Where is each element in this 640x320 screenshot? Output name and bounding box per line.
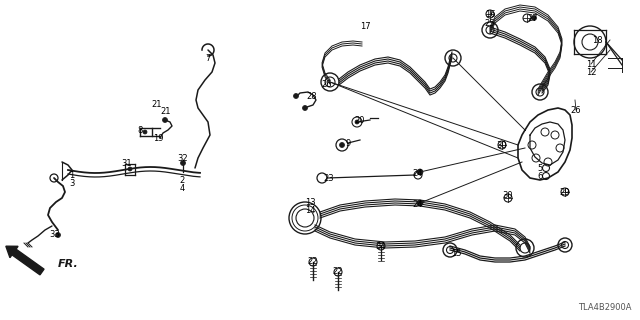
- Text: 30: 30: [497, 140, 508, 149]
- Text: 11: 11: [586, 60, 596, 68]
- Text: 4: 4: [179, 183, 184, 193]
- Text: 24: 24: [413, 169, 423, 178]
- Text: 7: 7: [205, 53, 211, 62]
- Circle shape: [303, 106, 307, 110]
- Circle shape: [163, 117, 168, 123]
- Text: 32: 32: [178, 154, 188, 163]
- Text: 33: 33: [50, 229, 60, 238]
- Text: FR.: FR.: [58, 259, 79, 269]
- FancyArrow shape: [6, 246, 44, 275]
- Text: 16: 16: [484, 10, 495, 19]
- Text: 24: 24: [413, 199, 423, 209]
- Circle shape: [143, 130, 147, 134]
- Text: 19: 19: [153, 133, 163, 142]
- Text: 3: 3: [69, 179, 75, 188]
- Text: 22: 22: [308, 258, 318, 267]
- Text: 26: 26: [322, 79, 332, 89]
- Text: 20: 20: [355, 116, 365, 124]
- Text: 34: 34: [376, 242, 387, 251]
- Text: 6: 6: [538, 172, 543, 180]
- Text: 18: 18: [592, 36, 602, 44]
- Text: 13: 13: [305, 197, 316, 206]
- Text: 31: 31: [122, 158, 132, 167]
- Circle shape: [417, 200, 423, 206]
- Text: 28: 28: [307, 92, 317, 100]
- Circle shape: [180, 161, 186, 165]
- Text: 12: 12: [586, 68, 596, 76]
- Text: 2: 2: [179, 175, 184, 185]
- Text: 21: 21: [161, 107, 172, 116]
- Circle shape: [417, 169, 423, 175]
- Text: 5: 5: [538, 164, 543, 172]
- Text: 25: 25: [484, 19, 495, 28]
- Text: 8: 8: [138, 125, 143, 134]
- Text: 15: 15: [451, 249, 461, 258]
- Circle shape: [339, 142, 344, 148]
- Text: 30: 30: [502, 190, 513, 199]
- Text: 21: 21: [152, 100, 163, 108]
- Text: 23: 23: [324, 173, 334, 182]
- Circle shape: [128, 167, 132, 171]
- Circle shape: [355, 120, 359, 124]
- Text: 9: 9: [346, 139, 351, 148]
- Text: 1: 1: [69, 171, 75, 180]
- Text: 29: 29: [560, 188, 570, 196]
- Text: 27: 27: [528, 13, 538, 22]
- Text: 14: 14: [305, 205, 316, 214]
- Text: 26: 26: [571, 106, 581, 115]
- Circle shape: [56, 233, 61, 237]
- Text: 17: 17: [360, 21, 371, 30]
- Text: TLA4B2900A: TLA4B2900A: [579, 303, 632, 312]
- Circle shape: [294, 93, 298, 99]
- Text: 22: 22: [333, 268, 343, 276]
- Circle shape: [531, 15, 536, 20]
